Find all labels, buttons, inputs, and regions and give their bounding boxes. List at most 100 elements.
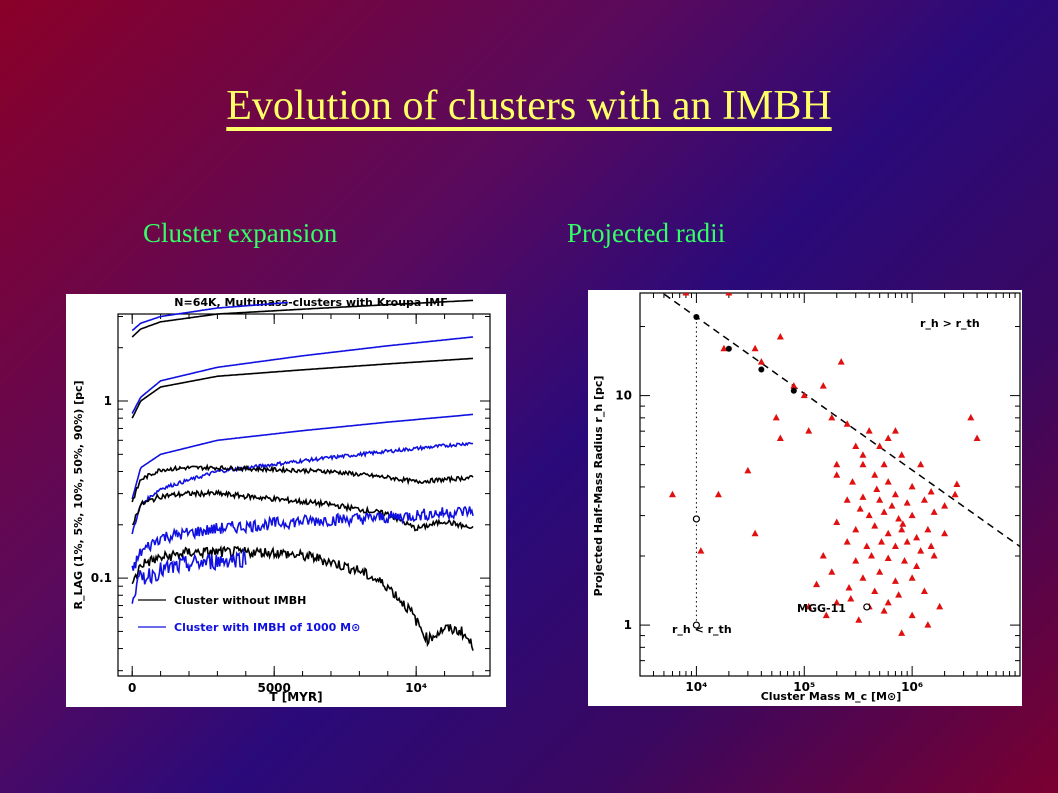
series-line-without-imbh <box>131 488 474 532</box>
cluster-point <box>843 538 851 545</box>
cluster-point <box>880 607 888 614</box>
lagrangian-radii-chart: N=64K, Multimass-clusters with Kroupa IM… <box>72 296 491 704</box>
cluster-point <box>891 427 899 434</box>
cluster-point <box>898 451 906 458</box>
chart1-frame <box>117 313 491 677</box>
series-line-without-imbh <box>131 544 474 651</box>
chart2-ylabel: Projected Half-Mass Radius r_h [pc] <box>592 376 605 597</box>
series-line-with-imbh <box>131 505 474 571</box>
cluster-point <box>913 533 921 541</box>
cluster-point <box>880 460 888 468</box>
cluster-point <box>951 490 959 498</box>
cluster-point <box>757 358 765 365</box>
threshold-marker <box>758 366 765 373</box>
open-circle-marker <box>692 621 701 629</box>
chart2-x-tick-label: 10⁵ <box>793 680 815 694</box>
cluster-point <box>855 616 863 623</box>
chart1-x-tick-label: 5000 <box>257 681 290 695</box>
series-line-without-imbh <box>131 357 474 419</box>
cluster-point <box>953 480 961 487</box>
cluster-point <box>859 460 867 468</box>
cluster-point <box>856 505 864 512</box>
cluster-point <box>927 488 935 495</box>
series-line-with-imbh <box>131 441 474 535</box>
cluster-point <box>843 420 851 427</box>
projected-radii-chart: 10⁴ 10⁵ 10⁶ 1 10 r_h > r_th r_h < r_th MGG-1… <box>592 292 1021 703</box>
cluster-point <box>884 529 892 537</box>
cluster-point <box>876 568 884 575</box>
cluster-point <box>776 333 784 340</box>
cluster-point <box>828 568 836 575</box>
cluster-point <box>805 602 813 610</box>
subtitle-cluster-expansion: Cluster expansion <box>143 218 338 248</box>
cluster-point <box>908 611 916 619</box>
chart2-y-tick-label: 10 <box>615 389 632 403</box>
cluster-point <box>776 434 784 442</box>
cluster-point <box>880 508 888 515</box>
chart1-x-tick-label: 10⁴ <box>405 681 427 695</box>
cluster-point <box>819 382 827 389</box>
cluster-point <box>908 482 916 490</box>
chart1-ylabel: R_LAG (1%, 5%, 10%, 50%, 90%) [pc] <box>72 380 85 609</box>
cluster-point <box>967 413 975 421</box>
cluster-point <box>744 466 752 474</box>
cluster-point <box>908 574 916 581</box>
cluster-point <box>884 434 892 442</box>
cluster-point <box>899 520 907 527</box>
cluster-point <box>867 552 875 559</box>
cluster-point <box>714 490 722 498</box>
cluster-point <box>849 478 857 485</box>
cluster-point <box>884 478 892 485</box>
cluster-point <box>913 562 921 570</box>
cluster-point <box>884 554 892 562</box>
cluster-point <box>920 496 928 503</box>
subtitle-projected-radii: Projected radii <box>567 218 726 248</box>
chart1-legend: Cluster without IMBH Cluster with IMBH o… <box>138 594 360 634</box>
cluster-point <box>819 552 827 559</box>
threshold-dashed-line <box>661 293 1020 548</box>
cluster-point <box>901 557 909 564</box>
cluster-point <box>859 451 867 458</box>
series-line-with-imbh <box>131 548 247 604</box>
cluster-point <box>884 598 892 606</box>
cluster-point <box>930 552 938 559</box>
chart2-frame <box>639 292 1021 677</box>
cluster-point <box>668 490 676 498</box>
cluster-point <box>772 413 780 421</box>
cluster-point <box>697 547 705 554</box>
cluster-point <box>888 502 896 509</box>
cluster-point <box>891 490 899 498</box>
threshold-marker <box>790 387 797 394</box>
cluster-point <box>852 442 860 450</box>
cluster-point <box>843 496 851 503</box>
cluster-point <box>895 591 903 598</box>
chart2-y-tick-label: 1 <box>624 618 632 632</box>
cluster-point <box>833 518 841 525</box>
slide-title: Evolution of clusters with an IMBH <box>226 83 832 129</box>
cluster-point <box>837 358 845 365</box>
series-line-without-imbh <box>131 463 474 503</box>
cluster-point <box>682 293 690 296</box>
annotation-mgg11: MGG-11 <box>797 602 846 615</box>
cluster-point <box>751 529 759 537</box>
cluster-point <box>871 522 879 529</box>
cluster-point <box>924 621 932 628</box>
cluster-point <box>833 598 841 606</box>
chart1-y-tick-label: 0.1 <box>91 571 112 585</box>
chart1-y-tick-label: 1 <box>104 394 112 408</box>
cluster-point <box>924 525 932 533</box>
cluster-point <box>895 514 903 522</box>
cluster-point <box>845 584 853 591</box>
cluster-point <box>790 382 798 389</box>
cluster-point <box>936 602 944 610</box>
cluster-point <box>813 580 821 588</box>
chart2-x-tick-label: 10⁶ <box>901 680 923 694</box>
cluster-point <box>891 542 899 550</box>
cluster-point <box>865 511 873 519</box>
cluster-point <box>917 547 925 554</box>
cluster-point <box>973 434 981 442</box>
legend-label-without-imbh: Cluster without IMBH <box>174 594 306 607</box>
cluster-point <box>859 574 867 581</box>
lagrangian-radii-chart-panel: N=64K, Multimass-clusters with Kroupa IM… <box>66 294 506 707</box>
cluster-point <box>871 471 879 478</box>
